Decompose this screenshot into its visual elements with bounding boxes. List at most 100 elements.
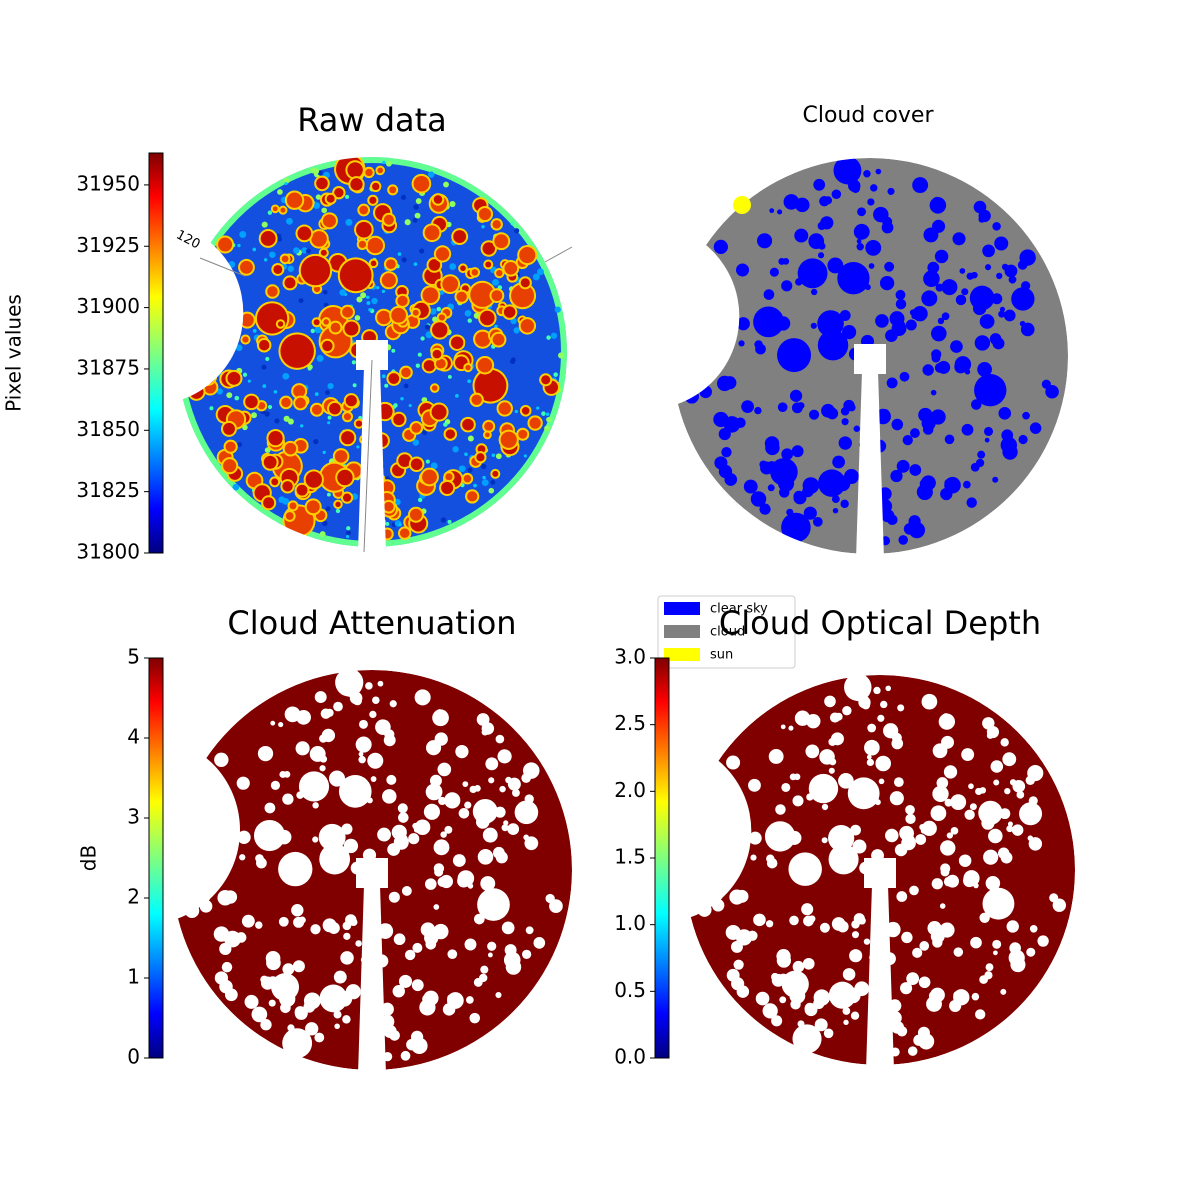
texture	[189, 328, 197, 335]
blob	[994, 236, 1009, 251]
blob	[271, 478, 279, 486]
texture	[420, 336, 425, 341]
blob	[263, 455, 277, 469]
blob	[873, 686, 881, 695]
blob	[277, 321, 284, 327]
blob	[204, 843, 213, 852]
texture	[546, 416, 552, 423]
blob	[398, 974, 413, 988]
blob	[444, 792, 461, 809]
blob	[549, 899, 563, 913]
blob	[1000, 988, 1007, 995]
blob	[367, 237, 383, 254]
blob	[503, 951, 521, 969]
texture	[403, 383, 409, 389]
legend-swatch	[664, 625, 700, 638]
blob	[831, 837, 837, 843]
blob	[1003, 309, 1016, 322]
blob	[423, 360, 435, 372]
blob	[837, 262, 870, 295]
texture	[239, 231, 247, 238]
blob	[882, 508, 892, 519]
blob	[1000, 851, 1013, 864]
blob	[850, 824, 861, 836]
blob	[477, 849, 494, 865]
blob	[912, 177, 929, 194]
blob	[890, 1047, 900, 1057]
texture	[261, 221, 268, 228]
blob	[363, 331, 376, 345]
blob	[991, 293, 1003, 305]
blob	[1006, 825, 1014, 833]
blob	[889, 791, 904, 806]
blob	[377, 923, 394, 939]
blob	[187, 363, 193, 368]
blob	[819, 749, 835, 765]
blob	[834, 712, 843, 721]
texture	[546, 335, 551, 340]
blob	[858, 442, 865, 448]
blob	[377, 680, 384, 687]
blob	[223, 459, 237, 473]
sky-image	[672, 156, 1068, 554]
blob	[432, 349, 442, 359]
blob	[817, 252, 825, 259]
blob	[242, 336, 249, 343]
texture	[360, 292, 367, 299]
texture	[327, 415, 332, 420]
blob	[341, 823, 353, 835]
blob	[923, 227, 939, 243]
blob	[888, 999, 902, 1013]
legend-label: sun	[710, 648, 733, 663]
texture	[510, 221, 515, 226]
blob	[872, 480, 882, 490]
texture	[313, 438, 319, 445]
blob	[428, 259, 441, 271]
blob	[346, 675, 363, 692]
colorbar	[654, 657, 670, 1059]
blob	[209, 326, 217, 334]
blob	[879, 1000, 887, 1007]
blob	[472, 798, 498, 824]
blob	[765, 920, 774, 928]
blob	[1008, 275, 1017, 284]
blob	[797, 258, 828, 289]
colorbar-label: dB	[77, 845, 101, 871]
blob	[189, 384, 204, 399]
sky-image	[172, 668, 572, 1070]
blob	[808, 233, 825, 250]
texture	[319, 531, 326, 537]
blob	[295, 741, 310, 756]
blob	[998, 310, 1006, 318]
blob	[328, 770, 346, 787]
blob	[941, 279, 958, 296]
blob	[915, 834, 927, 845]
blob	[283, 1034, 292, 1043]
blob	[801, 903, 814, 916]
blob	[309, 746, 326, 762]
blob	[856, 238, 862, 244]
blob	[383, 501, 394, 512]
blob	[335, 501, 341, 508]
blob	[984, 971, 993, 980]
blob	[491, 290, 503, 302]
blob	[455, 745, 469, 759]
blob	[503, 820, 509, 826]
blob	[992, 939, 1002, 949]
blob	[339, 259, 372, 292]
blob	[411, 423, 422, 433]
blob	[361, 436, 367, 443]
blob	[805, 744, 820, 759]
blob	[762, 1003, 778, 1019]
texture	[401, 194, 406, 200]
blob	[214, 752, 229, 767]
blob	[1000, 436, 1018, 454]
blob	[802, 477, 820, 494]
blob	[941, 312, 950, 321]
blob	[1029, 422, 1042, 434]
blob	[711, 899, 725, 912]
blob	[401, 367, 411, 378]
blob	[837, 920, 849, 933]
blob	[465, 364, 471, 371]
blob	[481, 722, 495, 735]
